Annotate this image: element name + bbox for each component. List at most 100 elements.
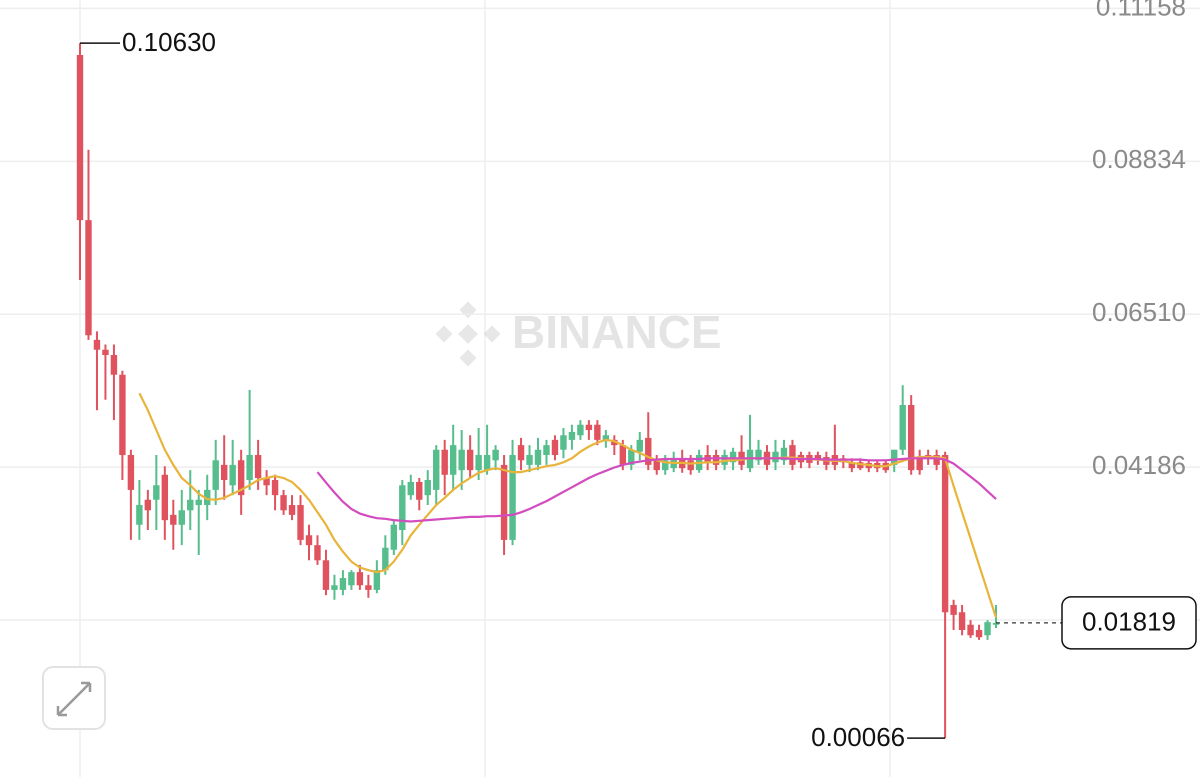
candle-body — [636, 439, 643, 452]
candle-body — [187, 499, 194, 511]
candle-body — [941, 455, 949, 613]
candle-body — [933, 455, 940, 465]
candle-body — [653, 460, 660, 471]
candle-body — [314, 545, 321, 561]
candle-body — [848, 462, 856, 469]
candle-body — [984, 622, 991, 636]
candle-body — [212, 460, 219, 490]
candle-body — [449, 445, 457, 475]
candle-body — [161, 474, 169, 521]
candle-body — [780, 447, 788, 461]
candle-body — [458, 449, 465, 471]
candle-body — [950, 605, 957, 615]
candle-body — [509, 455, 516, 540]
high-label: 0.10630 — [122, 27, 216, 57]
candle-body — [907, 405, 915, 471]
candle-body — [712, 455, 720, 465]
candle-body — [424, 480, 431, 496]
candle-body — [526, 455, 533, 465]
candle-body — [975, 630, 983, 638]
candle-body — [475, 455, 482, 471]
candle-body — [416, 481, 423, 500]
moving-average-line — [138, 392, 998, 618]
candle-body — [551, 439, 559, 456]
candle-body — [729, 451, 737, 463]
candle-body — [594, 424, 601, 440]
candle-body — [348, 572, 355, 586]
candle-body — [619, 445, 627, 465]
candle-body — [85, 220, 92, 336]
candle-body — [662, 460, 669, 471]
candle-body — [365, 585, 372, 590]
candle-body — [263, 478, 270, 486]
candle-body — [483, 455, 491, 471]
candle-body — [322, 560, 330, 590]
candle-body — [382, 547, 389, 571]
candle-body — [229, 464, 236, 486]
candle-body — [271, 480, 279, 496]
candle-body — [153, 485, 160, 500]
candle-body — [339, 578, 347, 590]
candle-body — [280, 495, 287, 511]
candle-body — [433, 449, 440, 490]
expand-button[interactable] — [42, 666, 106, 730]
candle-body — [814, 455, 822, 461]
candle-body — [441, 449, 448, 475]
y-tick-label: 0.11158 — [1096, 0, 1186, 21]
candle-body — [331, 585, 338, 590]
candle-body — [288, 505, 296, 515]
candle-body — [534, 449, 542, 465]
y-tick-label: 0.04186 — [1092, 450, 1186, 480]
candle-body — [110, 355, 118, 375]
candle-body — [967, 624, 974, 636]
last-price-box — [1061, 596, 1197, 650]
candle-body — [390, 524, 398, 550]
candle-body — [356, 572, 364, 586]
candle-body — [399, 485, 406, 531]
candle-body — [543, 445, 550, 456]
candle-body — [585, 424, 593, 431]
candle-body — [517, 445, 525, 461]
candle-body — [891, 449, 898, 465]
candle-body — [492, 449, 499, 461]
candle-body — [178, 510, 185, 525]
y-tick-label: 0.08834 — [1092, 144, 1186, 174]
candle-body — [102, 349, 109, 356]
candle-body — [170, 514, 177, 525]
candle-body — [645, 437, 652, 465]
moving-average-line — [316, 457, 997, 523]
candle-body — [220, 464, 228, 481]
low-label: 0.00066 — [811, 722, 905, 752]
candle-body — [602, 435, 610, 440]
candle-body — [687, 460, 694, 471]
candle-body — [772, 451, 779, 463]
candle-body — [568, 431, 576, 440]
last-price-label: 0.01819 — [1082, 607, 1176, 637]
candle-body — [204, 489, 211, 506]
candle-body — [373, 570, 381, 590]
candle-body — [76, 55, 84, 221]
candle-body — [127, 455, 135, 490]
candle-body — [577, 424, 584, 436]
candle-body — [958, 612, 966, 631]
candle-body — [466, 449, 474, 471]
candle-body — [611, 439, 618, 446]
candle-body — [560, 435, 567, 450]
candle-body — [755, 449, 762, 461]
candle-body — [297, 505, 304, 540]
candle-body — [899, 405, 906, 450]
candle-body — [144, 499, 152, 511]
candle-body — [916, 458, 923, 471]
candle-body — [195, 499, 202, 506]
candle-body — [254, 455, 262, 479]
candle-body — [136, 505, 143, 525]
candle-body — [93, 339, 101, 350]
watermark: BINANCE — [435, 301, 722, 367]
candle-body — [407, 481, 414, 496]
candle-body — [992, 622, 1000, 625]
candle-body — [305, 535, 313, 546]
candle-body — [628, 449, 635, 465]
y-tick-label: 0.06510 — [1092, 297, 1186, 327]
